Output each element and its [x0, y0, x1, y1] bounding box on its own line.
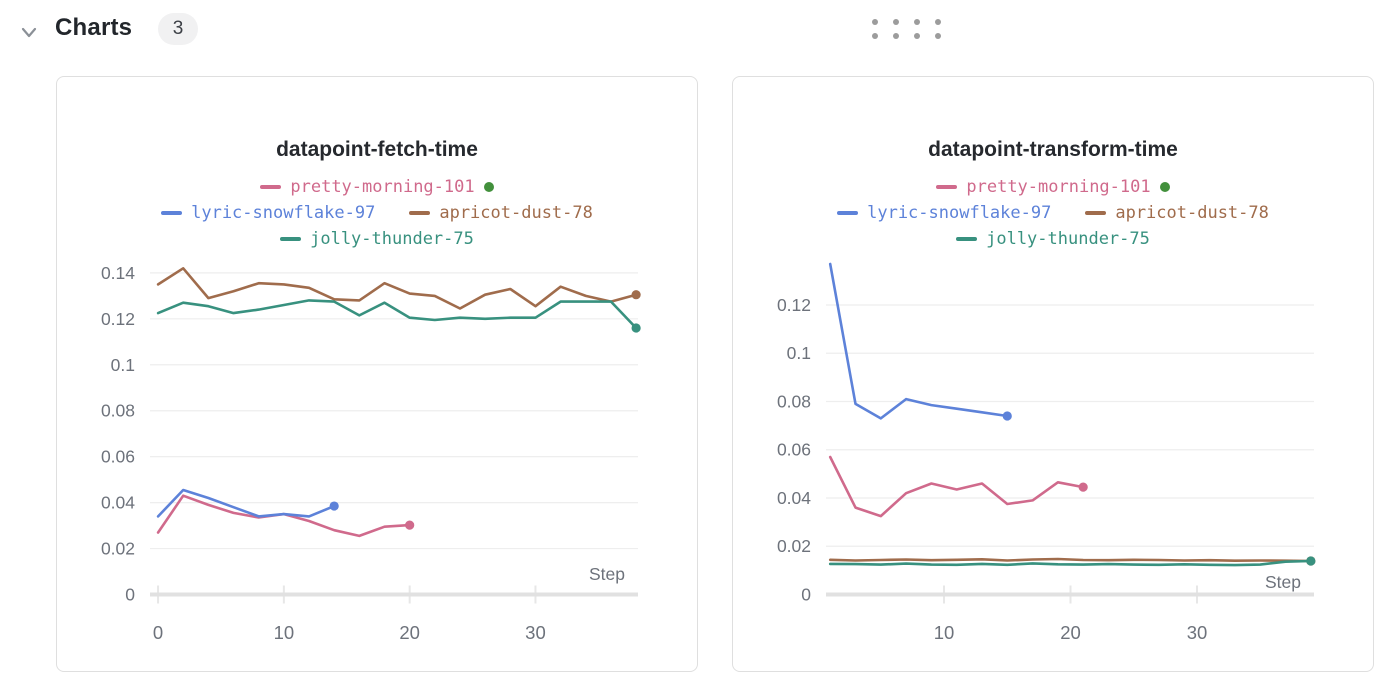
legend-run-name: jolly-thunder-75 — [310, 229, 474, 249]
series-line-jolly-thunder-75 — [156, 299, 638, 330]
legend-item-apricot-dust-78: apricot-dust-78 — [409, 203, 593, 223]
x-tick-label: 30 — [525, 622, 546, 643]
legend-item-jolly-thunder-75: jolly-thunder-75 — [956, 229, 1150, 249]
legend-run-name: apricot-dust-78 — [1115, 203, 1269, 223]
chart-panel-1[interactable]: 0.14 0.12 0.1 0.08 0.06 0.04 0.02 0 0 10 20 30 Step … — [56, 76, 698, 672]
legend-run-name: jolly-thunder-75 — [986, 229, 1150, 249]
legend-swatch — [161, 211, 183, 215]
x-tick-label: 10 — [934, 622, 955, 643]
series-endpoint-pretty-morning-101 — [405, 520, 415, 530]
y-tick-label: 0.06 — [101, 447, 135, 467]
series-line-lyric-snowflake-97 — [156, 488, 336, 518]
x-tick-label: 20 — [1060, 622, 1081, 643]
run-state-dot-icon — [1159, 182, 1170, 192]
series-line-pretty-morning-101 — [828, 455, 1085, 518]
legend-row: lyric-snowflake-97 apricot-dust-78 — [837, 200, 1269, 226]
charts-section-header: Charts 3 — [0, 0, 1394, 60]
y-tick-label: 0.14 — [101, 263, 135, 283]
series-line-lyric-snowflake-97 — [828, 262, 1009, 420]
drag-handle-dots-icon[interactable] — [868, 15, 945, 43]
legend-item-pretty-morning-101: pretty-morning-101 — [260, 177, 494, 197]
legend-run-name: apricot-dust-78 — [439, 203, 593, 223]
series-endpoint-pretty-morning-101 — [1078, 482, 1088, 492]
legend-swatch — [280, 237, 302, 241]
x-axis-label: Step — [589, 564, 625, 584]
legend-swatch — [956, 237, 978, 241]
chart-legend: pretty-morning-101 lyric-snowflake-97 apri… — [57, 174, 697, 252]
legend-row: jolly-thunder-75 — [280, 226, 474, 252]
y-tick-label: 0.12 — [101, 309, 135, 329]
series-line-jolly-thunder-75 — [828, 559, 1313, 567]
y-tick-label: 0.12 — [777, 295, 811, 315]
legend-item-apricot-dust-78: apricot-dust-78 — [1085, 203, 1269, 223]
y-tick-label: 0.04 — [101, 493, 135, 513]
legend-swatch — [837, 211, 859, 215]
series-endpoint-lyric-snowflake-97 — [1002, 411, 1012, 421]
series-endpoint-jolly-thunder-75 — [1306, 556, 1316, 566]
y-tick-label: 0.06 — [777, 440, 811, 460]
legend-row: jolly-thunder-75 — [956, 226, 1150, 252]
legend-row: pretty-morning-101 — [260, 174, 494, 200]
legend-swatch — [409, 211, 431, 215]
section-title: Charts — [55, 14, 133, 41]
series-endpoint-lyric-snowflake-97 — [329, 501, 339, 511]
legend-item-lyric-snowflake-97: lyric-snowflake-97 — [161, 203, 375, 223]
series-endpoint-jolly-thunder-75 — [631, 323, 641, 333]
legend-swatch — [1085, 211, 1107, 215]
chart-plot[interactable]: 0.14 0.12 0.1 0.08 0.06 0.04 0.02 00 10 20 30 Step — [57, 77, 697, 671]
legend-swatch — [260, 185, 282, 189]
legend-swatch — [936, 185, 958, 189]
chart-title: datapoint-fetch-time — [276, 138, 478, 161]
chevron-down-icon[interactable] — [17, 20, 41, 44]
legend-run-name: pretty-morning-101 — [966, 177, 1151, 197]
series-endpoint-apricot-dust-78 — [631, 290, 641, 300]
chart-title: datapoint-transform-time — [928, 138, 1178, 161]
legend-item-pretty-morning-101: pretty-morning-101 — [936, 177, 1170, 197]
chart-panel-2[interactable]: 0.12 0.1 0.08 0.06 0.04 0.02 0 10 20 30 Step datap… — [732, 76, 1374, 672]
y-tick-label: 0.08 — [101, 401, 135, 421]
y-tick-label: 0.08 — [777, 391, 811, 411]
legend-row: pretty-morning-101 — [936, 174, 1170, 200]
y-tick-label: 0.1 — [111, 355, 135, 375]
run-state-dot-icon — [483, 182, 494, 192]
legend-item-jolly-thunder-75: jolly-thunder-75 — [280, 229, 474, 249]
x-tick-label: 20 — [399, 622, 420, 643]
legend-run-name: lyric-snowflake-97 — [191, 203, 376, 223]
x-tick-label: 10 — [274, 622, 295, 643]
y-tick-label: 0 — [125, 585, 135, 605]
y-tick-label: 0.1 — [787, 343, 811, 363]
x-axis-label: Step — [1265, 572, 1301, 592]
x-tick-label: 30 — [1187, 622, 1208, 643]
y-tick-label: 0.02 — [777, 536, 811, 556]
series-line-apricot-dust-78 — [156, 267, 638, 310]
series-line-pretty-morning-101 — [156, 494, 412, 538]
legend-item-lyric-snowflake-97: lyric-snowflake-97 — [837, 203, 1051, 223]
x-tick-label: 0 — [153, 622, 163, 643]
series-line-apricot-dust-78 — [828, 557, 1313, 563]
chart-plot[interactable]: 0.12 0.1 0.08 0.06 0.04 0.02 0 10 20 30 Step — [733, 77, 1373, 671]
y-tick-label: 0 — [801, 585, 811, 605]
legend-run-name: lyric-snowflake-97 — [867, 203, 1052, 223]
chart-count-badge: 3 — [158, 13, 198, 45]
y-tick-label: 0.04 — [777, 488, 811, 508]
chart-legend: pretty-morning-101 lyric-snowflake-97 apri… — [733, 174, 1373, 252]
y-tick-label: 0.02 — [101, 539, 135, 559]
legend-row: lyric-snowflake-97 apricot-dust-78 — [161, 200, 593, 226]
legend-run-name: pretty-morning-101 — [290, 177, 475, 197]
